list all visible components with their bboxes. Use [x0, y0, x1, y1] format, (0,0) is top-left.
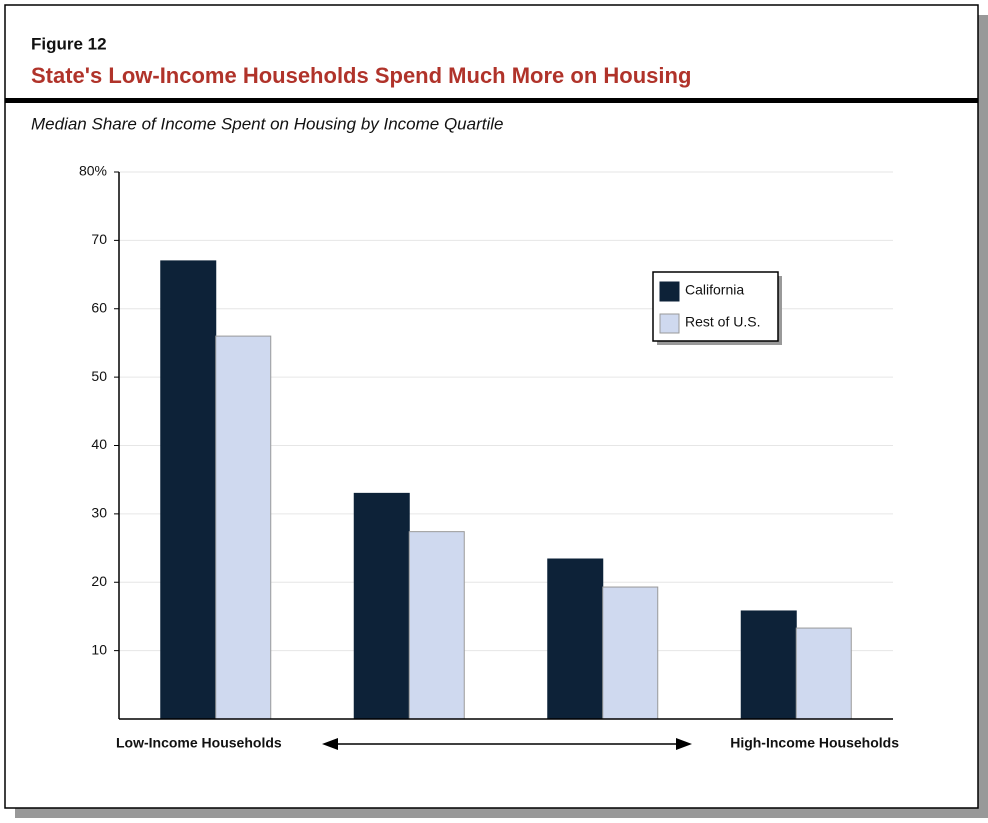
bar — [160, 260, 217, 720]
bar — [740, 610, 797, 720]
chart-subtitle: Median Share of Income Spent on Housing … — [31, 114, 504, 133]
figure-label: Figure 12 — [31, 34, 107, 53]
x-axis-left-label: Low-Income Households — [116, 735, 282, 751]
legend-swatch — [659, 313, 680, 334]
arrow-head-right — [676, 738, 692, 750]
y-tick-label: 80% — [79, 163, 107, 179]
arrow-head-left — [322, 738, 338, 750]
bar — [215, 335, 272, 720]
legend-label: California — [685, 282, 744, 298]
legend-label: Rest of U.S. — [685, 314, 760, 330]
header-rule — [5, 98, 978, 103]
x-axis-right-label: High-Income Households — [730, 735, 899, 751]
legend-swatch — [659, 281, 680, 302]
chart-title: State's Low-Income Households Spend Much… — [31, 63, 691, 88]
y-tick-label: 10 — [91, 641, 107, 657]
y-tick-label: 30 — [91, 505, 107, 521]
y-tick-label: 70 — [91, 231, 107, 247]
bar — [547, 558, 604, 720]
bar — [795, 627, 852, 720]
y-tick-label: 20 — [91, 573, 107, 589]
y-tick-label: 50 — [91, 368, 107, 384]
bar — [353, 492, 410, 720]
y-tick-label: 40 — [91, 436, 107, 452]
bar — [408, 531, 465, 720]
bar — [602, 586, 659, 720]
y-tick-label: 60 — [91, 299, 107, 315]
